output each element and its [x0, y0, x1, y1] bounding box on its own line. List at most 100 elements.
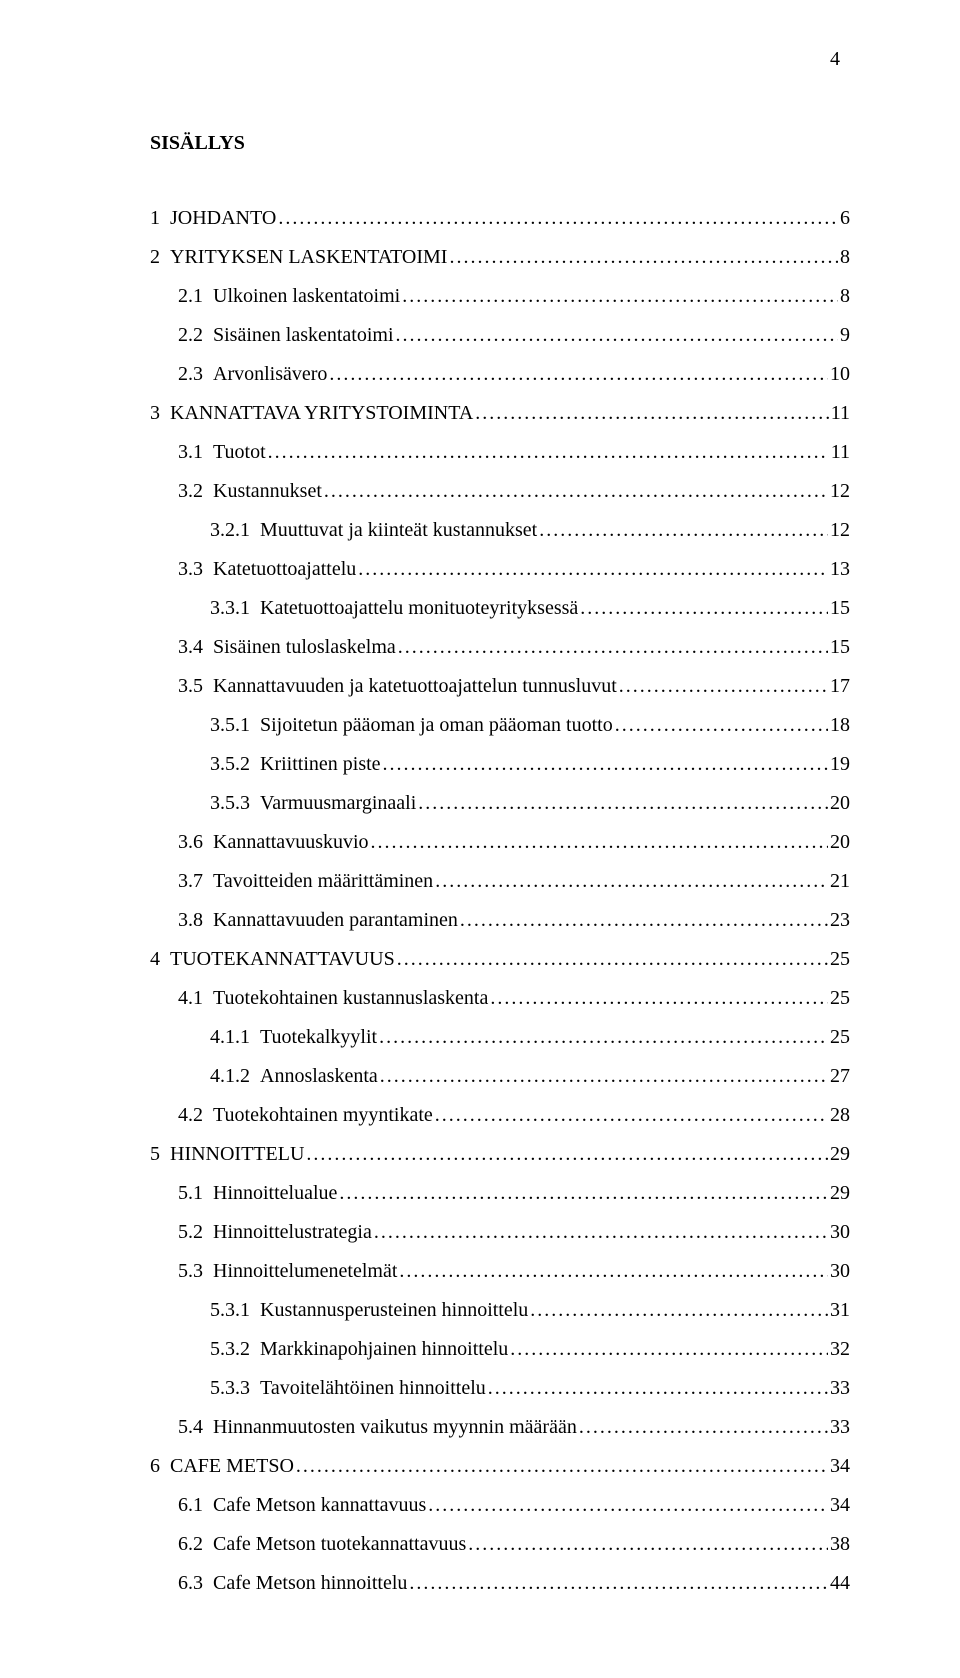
toc-entry-page: 17	[830, 667, 850, 706]
toc-entry[interactable]: 5.1 Hinnoittelualue 29	[150, 1174, 850, 1213]
toc-entry-page: 31	[830, 1291, 850, 1330]
toc-dot-leader	[619, 667, 828, 706]
toc-entry[interactable]: 3.8 Kannattavuuden parantaminen 23	[150, 901, 850, 940]
toc-entry-label: 5.3 Hinnoittelumenetelmät	[178, 1252, 397, 1291]
toc-entry-page: 15	[830, 589, 850, 628]
toc-entry[interactable]: 5.3.3 Tavoitelähtöinen hinnoittelu 33	[150, 1369, 850, 1408]
toc-entry-page: 15	[830, 628, 850, 667]
toc-entry[interactable]: 2.2 Sisäinen laskentatoimi 9	[150, 316, 850, 355]
toc-entry-label: 3.2 Kustannukset	[178, 472, 322, 511]
toc-entry-label: 3.8 Kannattavuuden parantaminen	[178, 901, 458, 940]
toc-dot-leader	[475, 394, 828, 433]
toc-entry[interactable]: 3.2.1 Muuttuvat ja kiinteät kustannukset…	[150, 511, 850, 550]
toc-entry[interactable]: 3.3 Katetuottoajattelu 13	[150, 550, 850, 589]
toc-entry-label: 3.3.1 Katetuottoajattelu monituoteyrityk…	[210, 589, 578, 628]
toc-entry-label: 3.2.1 Muuttuvat ja kiinteät kustannukset	[210, 511, 537, 550]
toc-entry-label: 6.2 Cafe Metson tuotekannattavuus	[178, 1525, 466, 1564]
toc-entry-page: 20	[830, 784, 850, 823]
toc-dot-leader	[379, 1018, 828, 1057]
toc-entry[interactable]: 5 HINNOITTELU 29	[150, 1135, 850, 1174]
toc-entry[interactable]: 5.2 Hinnoittelustrategia 30	[150, 1213, 850, 1252]
toc-entry-label: 3 KANNATTAVA YRITYSTOIMINTA	[150, 394, 473, 433]
toc-entry[interactable]: 4.2 Tuotekohtainen myyntikate 28	[150, 1096, 850, 1135]
toc-entry-page: 18	[830, 706, 850, 745]
toc-entry[interactable]: 4.1.2 Annoslaskenta 27	[150, 1057, 850, 1096]
toc-entry[interactable]: 3.1 Tuotot 11	[150, 433, 850, 472]
toc-entry[interactable]: 4 TUOTEKANNATTAVUUS 25	[150, 940, 850, 979]
toc-dot-leader	[460, 901, 828, 940]
toc-entry-page: 11	[831, 394, 850, 433]
toc-entry[interactable]: 3.5.2 Kriittinen piste 19	[150, 745, 850, 784]
toc-entry-page: 25	[830, 940, 850, 979]
toc-entry[interactable]: 5.3.1 Kustannusperusteinen hinnoittelu 3…	[150, 1291, 850, 1330]
toc-entry[interactable]: 3 KANNATTAVA YRITYSTOIMINTA 11	[150, 394, 850, 433]
toc-entry-page: 29	[830, 1135, 850, 1174]
toc-dot-leader	[329, 355, 828, 394]
toc-dot-leader	[358, 550, 828, 589]
toc-entry-page: 23	[830, 901, 850, 940]
toc-dot-leader	[396, 316, 838, 355]
toc-entry[interactable]: 6.3 Cafe Metson hinnoittelu 44	[150, 1564, 850, 1603]
toc-entry-page: 25	[830, 1018, 850, 1057]
toc-entry-label: 5.1 Hinnoittelualue	[178, 1174, 337, 1213]
toc-dot-leader	[449, 238, 838, 277]
toc-entry[interactable]: 2.1 Ulkoinen laskentatoimi 8	[150, 277, 850, 316]
toc-entry-label: 4.2 Tuotekohtainen myyntikate	[178, 1096, 433, 1135]
toc-dot-leader	[435, 1096, 828, 1135]
toc-entry[interactable]: 6.1 Cafe Metson kannattavuus 34	[150, 1486, 850, 1525]
toc-entry-label: 5.3.2 Markkinapohjainen hinnoittelu	[210, 1330, 508, 1369]
toc-entry-label: 5.3.1 Kustannusperusteinen hinnoittelu	[210, 1291, 528, 1330]
toc-dot-leader	[339, 1174, 828, 1213]
toc-dot-leader	[402, 277, 838, 316]
toc-entry-page: 11	[831, 433, 850, 472]
toc-entry-label: 2.2 Sisäinen laskentatoimi	[178, 316, 394, 355]
toc-dot-leader	[510, 1330, 828, 1369]
toc-entry[interactable]: 6.2 Cafe Metson tuotekannattavuus 38	[150, 1525, 850, 1564]
toc-entry[interactable]: 3.6 Kannattavuuskuvio 20	[150, 823, 850, 862]
toc-entry[interactable]: 2.3 Arvonlisävero 10	[150, 355, 850, 394]
toc-entry-page: 33	[830, 1369, 850, 1408]
toc-entry-page: 8	[840, 238, 850, 277]
toc-entry-page: 21	[830, 862, 850, 901]
toc-entry-label: 5 HINNOITTELU	[150, 1135, 304, 1174]
toc-entry-page: 9	[840, 316, 850, 355]
toc-entry[interactable]: 3.5 Kannattavuuden ja katetuottoajattelu…	[150, 667, 850, 706]
toc-dot-leader	[428, 1486, 828, 1525]
toc-entry[interactable]: 3.4 Sisäinen tuloslaskelma 15	[150, 628, 850, 667]
toc-entry[interactable]: 5.3 Hinnoittelumenetelmät 30	[150, 1252, 850, 1291]
toc-entry-label: 6.1 Cafe Metson kannattavuus	[178, 1486, 426, 1525]
toc-entry[interactable]: 5.3.2 Markkinapohjainen hinnoittelu 32	[150, 1330, 850, 1369]
toc-entry-page: 32	[830, 1330, 850, 1369]
toc-entry-page: 8	[840, 277, 850, 316]
toc-entry-page: 13	[830, 550, 850, 589]
toc-entry-label: 4.1.1 Tuotekalkyylit	[210, 1018, 377, 1057]
toc-title: SISÄLLYS	[150, 124, 850, 163]
toc-entry-label: 3.7 Tavoitteiden määrittäminen	[178, 862, 433, 901]
toc-entry[interactable]: 3.3.1 Katetuottoajattelu monituoteyrityk…	[150, 589, 850, 628]
toc-dot-leader	[580, 589, 828, 628]
toc-entry[interactable]: 3.2 Kustannukset 12	[150, 472, 850, 511]
toc-dot-leader	[383, 745, 828, 784]
toc-entry[interactable]: 3.5.1 Sijoitetun pääoman ja oman pääoman…	[150, 706, 850, 745]
toc-entry-label: 5.3.3 Tavoitelähtöinen hinnoittelu	[210, 1369, 486, 1408]
toc-dot-leader	[488, 1369, 828, 1408]
toc-entry[interactable]: 3.5.3 Varmuusmarginaali 20	[150, 784, 850, 823]
toc-entry-label: 5.4 Hinnanmuutosten vaikutus myynnin mää…	[178, 1408, 577, 1447]
toc-entry-page: 12	[830, 472, 850, 511]
toc-entry-page: 29	[830, 1174, 850, 1213]
toc-dot-leader	[435, 862, 828, 901]
toc-entry[interactable]: 6 CAFE METSO 34	[150, 1447, 850, 1486]
toc-entry[interactable]: 3.7 Tavoitteiden määrittäminen 21	[150, 862, 850, 901]
toc-entry-label: 1 JOHDANTO	[150, 199, 276, 238]
toc-entry-label: 3.1 Tuotot	[178, 433, 266, 472]
toc-entry-label: 3.5.3 Varmuusmarginaali	[210, 784, 416, 823]
toc-entry[interactable]: 1 JOHDANTO 6	[150, 199, 850, 238]
toc-entry[interactable]: 4.1.1 Tuotekalkyylit 25	[150, 1018, 850, 1057]
toc-dot-leader	[306, 1135, 828, 1174]
toc-entry[interactable]: 4.1 Tuotekohtainen kustannuslaskenta 25	[150, 979, 850, 1018]
toc-entry-label: 3.4 Sisäinen tuloslaskelma	[178, 628, 396, 667]
toc-container: 1 JOHDANTO 62 YRITYKSEN LASKENTATOIMI 82…	[150, 199, 850, 1603]
toc-entry[interactable]: 2 YRITYKSEN LASKENTATOIMI 8	[150, 238, 850, 277]
toc-entry[interactable]: 5.4 Hinnanmuutosten vaikutus myynnin mää…	[150, 1408, 850, 1447]
toc-entry-page: 19	[830, 745, 850, 784]
